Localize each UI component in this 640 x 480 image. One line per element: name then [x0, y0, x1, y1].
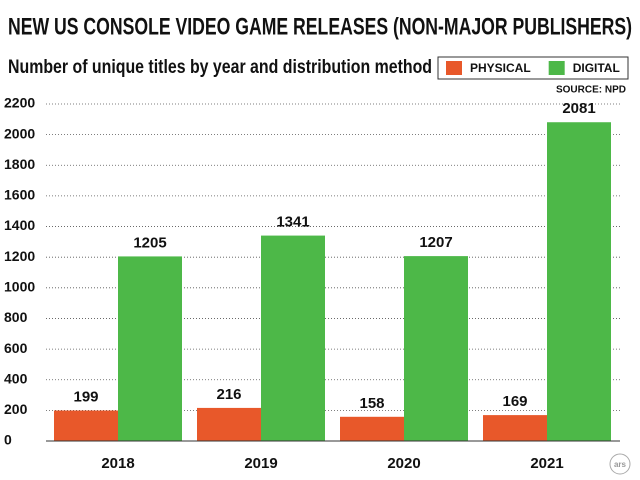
- y-tick-label: 1600: [4, 187, 35, 203]
- y-tick-label: 800: [4, 309, 28, 325]
- bar: [483, 415, 547, 441]
- y-tick-label: 1000: [4, 279, 35, 295]
- chart-title: NEW US CONSOLE VIDEO GAME RELEASES (NON-…: [8, 13, 632, 40]
- x-tick-label: 2018: [101, 455, 134, 472]
- x-tick-label: 2020: [387, 455, 420, 472]
- legend-label: PHYSICAL: [470, 61, 531, 75]
- value-label: 2081: [562, 100, 595, 117]
- logo: ars: [614, 460, 627, 469]
- y-tick-label: 1800: [4, 156, 35, 172]
- source: SOURCE: NPD: [556, 85, 626, 96]
- legend-swatch: [548, 61, 565, 75]
- value-label: 169: [502, 393, 527, 410]
- y-tick-label: 0: [4, 432, 12, 448]
- value-label: 199: [73, 388, 98, 405]
- value-label: 1341: [276, 214, 309, 231]
- value-label: 1205: [133, 234, 166, 251]
- y-tick-label: 1200: [4, 248, 35, 264]
- y-tick-label: 2000: [4, 125, 35, 141]
- x-tick-label: 2021: [530, 455, 563, 472]
- y-tick-label: 600: [4, 340, 28, 356]
- legend-box: [437, 56, 629, 80]
- bar: [197, 407, 261, 441]
- chart-subtitle: Number of unique titles by year and dist…: [8, 57, 432, 78]
- value-label: 216: [216, 386, 241, 403]
- bar: [118, 256, 182, 441]
- bar: [547, 122, 611, 441]
- y-tick-label: 400: [4, 370, 28, 386]
- y-tick-label: 2200: [4, 95, 35, 111]
- bar: [340, 416, 404, 441]
- legend-label: DIGITAL: [573, 61, 620, 75]
- value-label: 1207: [419, 234, 452, 251]
- value-label: 158: [359, 395, 384, 412]
- bar: [404, 256, 468, 441]
- logo-circle: [609, 453, 631, 475]
- bar: [261, 235, 325, 441]
- y-tick-label: 200: [4, 401, 28, 417]
- x-tick-label: 2019: [244, 455, 277, 472]
- bar: [54, 410, 118, 441]
- y-tick-label: 1400: [4, 217, 35, 233]
- legend-swatch: [446, 61, 462, 75]
